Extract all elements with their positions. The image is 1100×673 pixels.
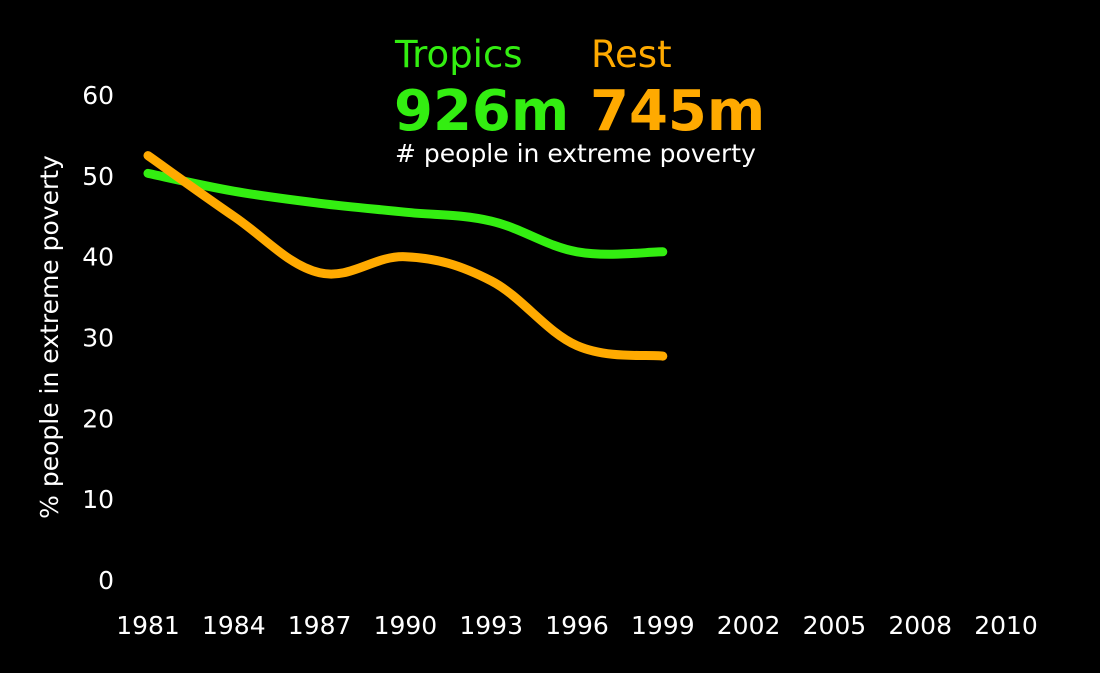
- x-tick-label: 1999: [631, 611, 695, 640]
- y-tick-label: 10: [82, 485, 114, 514]
- x-tick-label: 1993: [459, 611, 523, 640]
- y-tick-label: 20: [82, 404, 114, 433]
- y-tick-label: 50: [82, 162, 114, 191]
- legend-tropics-count: 926m: [394, 79, 569, 144]
- series-line-tropics: [143, 168, 668, 259]
- legend-rest-count: 745m: [590, 79, 765, 144]
- chart-subtitle: # people in extreme poverty: [395, 139, 756, 168]
- x-tick-label: 1990: [374, 611, 438, 640]
- series-line-rest: [143, 151, 668, 361]
- y-tick-label: 60: [82, 81, 114, 110]
- x-tick-label: 1987: [288, 611, 352, 640]
- x-tick-label: 2005: [803, 611, 867, 640]
- y-tick-label: 30: [82, 324, 114, 353]
- legend: Tropics 926m Rest 745m # people in extre…: [394, 33, 765, 168]
- x-tick-label: 1984: [202, 611, 266, 640]
- y-tick-labels: 0 10 20 30 40 50 60: [82, 81, 114, 595]
- y-tick-label: 0: [98, 566, 114, 595]
- y-axis-label: % people in extreme poverty: [35, 155, 64, 519]
- x-tick-labels: 1981 1984 1987 1990 1993 1996 1999 2002 2005 2008…: [116, 611, 1038, 640]
- x-tick-label: 1981: [116, 611, 180, 640]
- legend-rest-name: Rest: [591, 33, 672, 76]
- x-tick-label: 2002: [717, 611, 781, 640]
- series-lines: [143, 151, 668, 361]
- y-tick-label: 40: [82, 243, 114, 272]
- x-tick-label: 2008: [888, 611, 952, 640]
- x-tick-label: 2010: [974, 611, 1038, 640]
- legend-tropics-name: Tropics: [394, 33, 523, 76]
- x-tick-label: 1996: [545, 611, 609, 640]
